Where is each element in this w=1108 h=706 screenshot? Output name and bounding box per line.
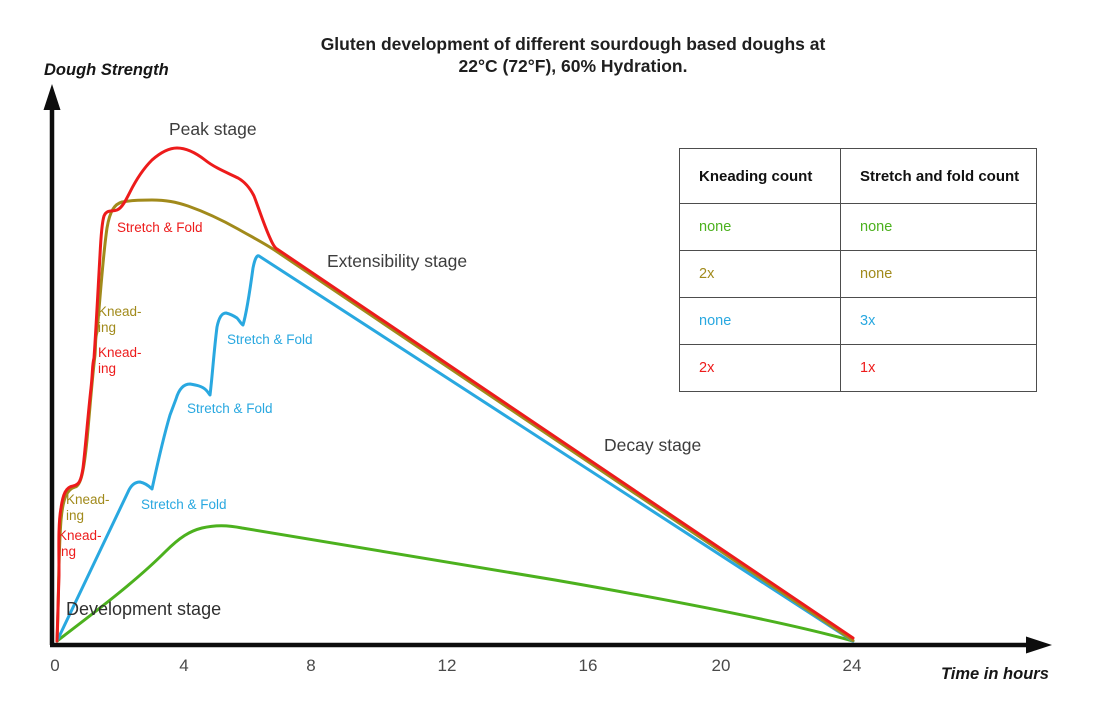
legend-cell-kneading-blue: none	[679, 297, 841, 345]
x-tick-4: 4	[179, 656, 189, 675]
legend-table-header-row: Kneading count Stretch and fold count	[679, 148, 1037, 204]
anno-stretch-fold-blue-top: Stretch & Fold	[227, 332, 313, 347]
curve-green	[55, 524, 855, 643]
label-decay-stage: Decay stage	[604, 435, 702, 455]
anno-kneading-olive-lower: Knead- ing	[66, 492, 110, 523]
anno-kneading-olive-upper: Knead- ing	[98, 304, 142, 335]
legend-cell-fold-blue: 3x	[840, 297, 1037, 345]
legend-cell-fold-green: none	[840, 203, 1037, 251]
legend-row-red: 2x 1x	[679, 344, 1037, 392]
x-tick-24: 24	[842, 656, 862, 675]
x-tick-12: 12	[437, 656, 457, 675]
anno-kneading-red-lower: Knead- ing	[58, 528, 102, 559]
legend-table: Kneading count Stretch and fold count no…	[679, 148, 1037, 392]
legend-cell-kneading-green: none	[679, 203, 841, 251]
anno-stretch-fold-blue-mid: Stretch & Fold	[187, 401, 273, 416]
legend-row-green: none none	[679, 203, 1037, 251]
y-axis-label: Dough Strength	[44, 61, 169, 79]
x-axis-label: Time in hours	[941, 665, 1049, 683]
anno-stretch-fold-blue-low: Stretch & Fold	[141, 497, 227, 512]
label-peak-stage: Peak stage	[169, 119, 257, 139]
label-extensibility-stage: Extensibility stage	[327, 251, 468, 271]
y-axis-arrowhead	[43, 84, 61, 110]
legend-cell-fold-red: 1x	[840, 344, 1037, 392]
curve-blue	[55, 254, 855, 643]
chart-title: Gluten development of different sourdoug…	[273, 33, 873, 77]
chart-title-line1: Gluten development of different sourdoug…	[320, 34, 826, 54]
x-tick-0: 0	[50, 656, 60, 675]
anno-stretch-fold-red: Stretch & Fold	[117, 220, 203, 235]
legend-cell-kneading-olive: 2x	[679, 250, 841, 298]
x-tick-16: 16	[578, 656, 598, 675]
legend-header-kneading: Kneading count	[679, 148, 841, 204]
x-tick-8: 8	[306, 656, 316, 675]
legend-cell-kneading-red: 2x	[679, 344, 841, 392]
x-axis-arrowhead	[1026, 636, 1052, 654]
legend-cell-fold-olive: none	[840, 250, 1037, 298]
anno-kneading-red-upper: Knead- ing	[98, 345, 142, 376]
curve-red	[55, 146, 855, 643]
x-tick-20: 20	[711, 656, 731, 675]
curve-olive	[55, 198, 855, 643]
legend-row-blue: none 3x	[679, 297, 1037, 345]
legend-header-stretch-fold: Stretch and fold count	[840, 148, 1037, 204]
legend-row-olive: 2x none	[679, 250, 1037, 298]
chart-title-line2: 22°C (72°F), 60% Hydration.	[458, 56, 688, 76]
label-development-stage: Development stage	[66, 599, 222, 619]
